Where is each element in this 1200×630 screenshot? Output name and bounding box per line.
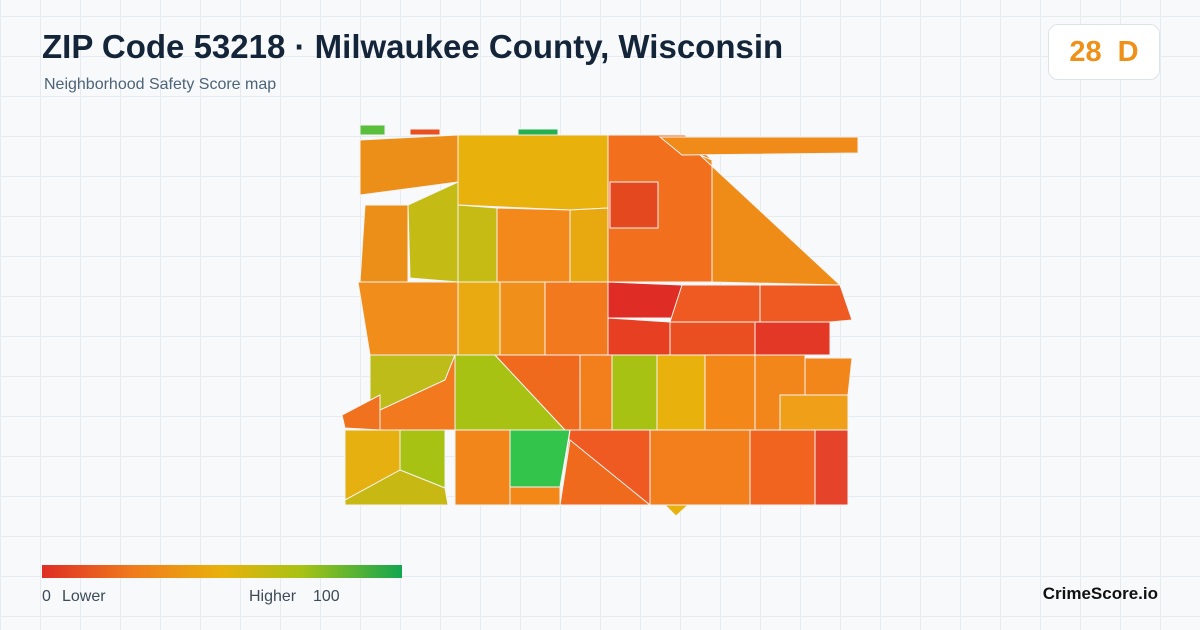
brand: CrimeScore.io — [1042, 584, 1158, 603]
legend-max: 100 — [313, 588, 340, 605]
subtitle: Neighborhood Safety Score map — [44, 76, 277, 93]
map-regions — [341, 124, 859, 517]
legend-min-label: Lower — [62, 588, 106, 605]
grade: D — [1117, 35, 1139, 68]
legend-min: 0 — [42, 588, 51, 605]
score: 28 — [1069, 35, 1102, 68]
score-badge: 28 D — [1048, 24, 1160, 80]
legend-max-label: Higher — [249, 588, 297, 605]
legend-gradient — [42, 565, 402, 578]
title: ZIP Code 53218 · Milwaukee County, Wisco… — [42, 28, 784, 65]
